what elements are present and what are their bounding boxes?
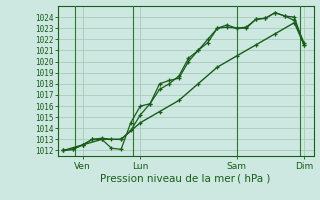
X-axis label: Pression niveau de la mer ( hPa ): Pression niveau de la mer ( hPa ) xyxy=(100,173,271,183)
